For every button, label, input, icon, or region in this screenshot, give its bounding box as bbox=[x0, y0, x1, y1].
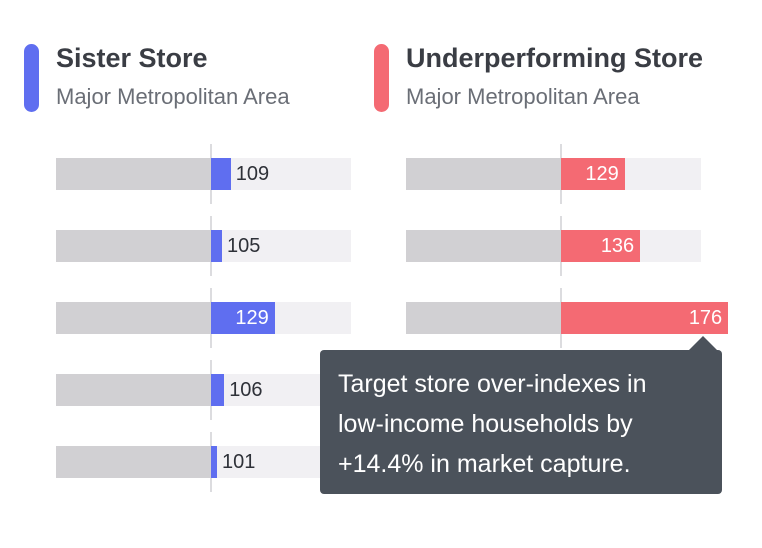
sister-store-bar-rows: 109 105 129 106 101 bbox=[56, 140, 376, 500]
baseline-bar bbox=[56, 230, 211, 262]
value-bar bbox=[561, 158, 625, 190]
sister-store-bar-row: 105 bbox=[56, 230, 368, 262]
value-label: 106 bbox=[229, 379, 263, 401]
sister-store-subtitle: Major Metropolitan Area bbox=[56, 84, 290, 109]
baseline-bar bbox=[56, 158, 211, 190]
insight-tooltip: Target store over-indexes in low-income … bbox=[320, 350, 722, 494]
tooltip-line: low-income households by bbox=[338, 410, 633, 438]
value-label: 105 bbox=[227, 235, 261, 257]
sister-store-bar-row: 129 bbox=[56, 302, 368, 334]
value-label: 129 bbox=[585, 163, 619, 185]
tooltip-line: +14.4% in market capture. bbox=[338, 450, 631, 478]
underperforming-store-legend-marker bbox=[374, 44, 389, 112]
track-bar bbox=[211, 158, 351, 190]
underperforming-store-bar-row: 129 bbox=[406, 158, 718, 190]
baseline-bar bbox=[56, 302, 211, 334]
value-bar bbox=[561, 230, 641, 262]
baseline-bar bbox=[56, 374, 211, 406]
underperforming-store-bar-row: 176 bbox=[406, 302, 729, 334]
underperforming-store-title: Underperforming Store bbox=[406, 43, 704, 73]
underperforming-store-bar-rows: 129 136 176 bbox=[406, 140, 729, 500]
value-label: 109 bbox=[235, 163, 270, 185]
tooltip-arrow bbox=[689, 336, 717, 350]
sister-store-bar-row: 106 bbox=[56, 374, 368, 406]
track-bar bbox=[211, 446, 321, 478]
tooltip-line: Target store over-indexes in bbox=[338, 370, 647, 398]
sister-store-panel: Sister Store Major Metropolitan Area 109… bbox=[24, 0, 354, 548]
sister-store-bar-row: 101 bbox=[56, 446, 368, 478]
value-label: 129 bbox=[235, 307, 269, 329]
value-bar bbox=[561, 302, 729, 334]
sister-store-legend-marker bbox=[24, 44, 39, 112]
underperforming-store-bar-row: 136 bbox=[406, 230, 718, 262]
underperforming-store-subtitle: Major Metropolitan Area bbox=[406, 84, 640, 109]
underperforming-store-panel: Underperforming Store Major Metropolitan… bbox=[374, 0, 729, 548]
value-bar bbox=[211, 158, 231, 190]
baseline-bar bbox=[406, 158, 561, 190]
value-label: 176 bbox=[688, 307, 723, 329]
sister-store-title: Sister Store bbox=[56, 43, 208, 73]
value-bar bbox=[211, 374, 225, 406]
track-bar bbox=[211, 374, 321, 406]
value-label: 136 bbox=[600, 235, 635, 257]
baseline-bar bbox=[406, 230, 561, 262]
value-bar bbox=[211, 230, 222, 262]
value-bar bbox=[211, 302, 275, 334]
baseline-bar bbox=[406, 302, 561, 334]
track-bar bbox=[211, 230, 351, 262]
value-label: 101 bbox=[222, 451, 256, 473]
value-bar bbox=[211, 446, 217, 478]
sister-store-bar-row: 109 bbox=[56, 158, 368, 190]
baseline-bar bbox=[56, 446, 211, 478]
